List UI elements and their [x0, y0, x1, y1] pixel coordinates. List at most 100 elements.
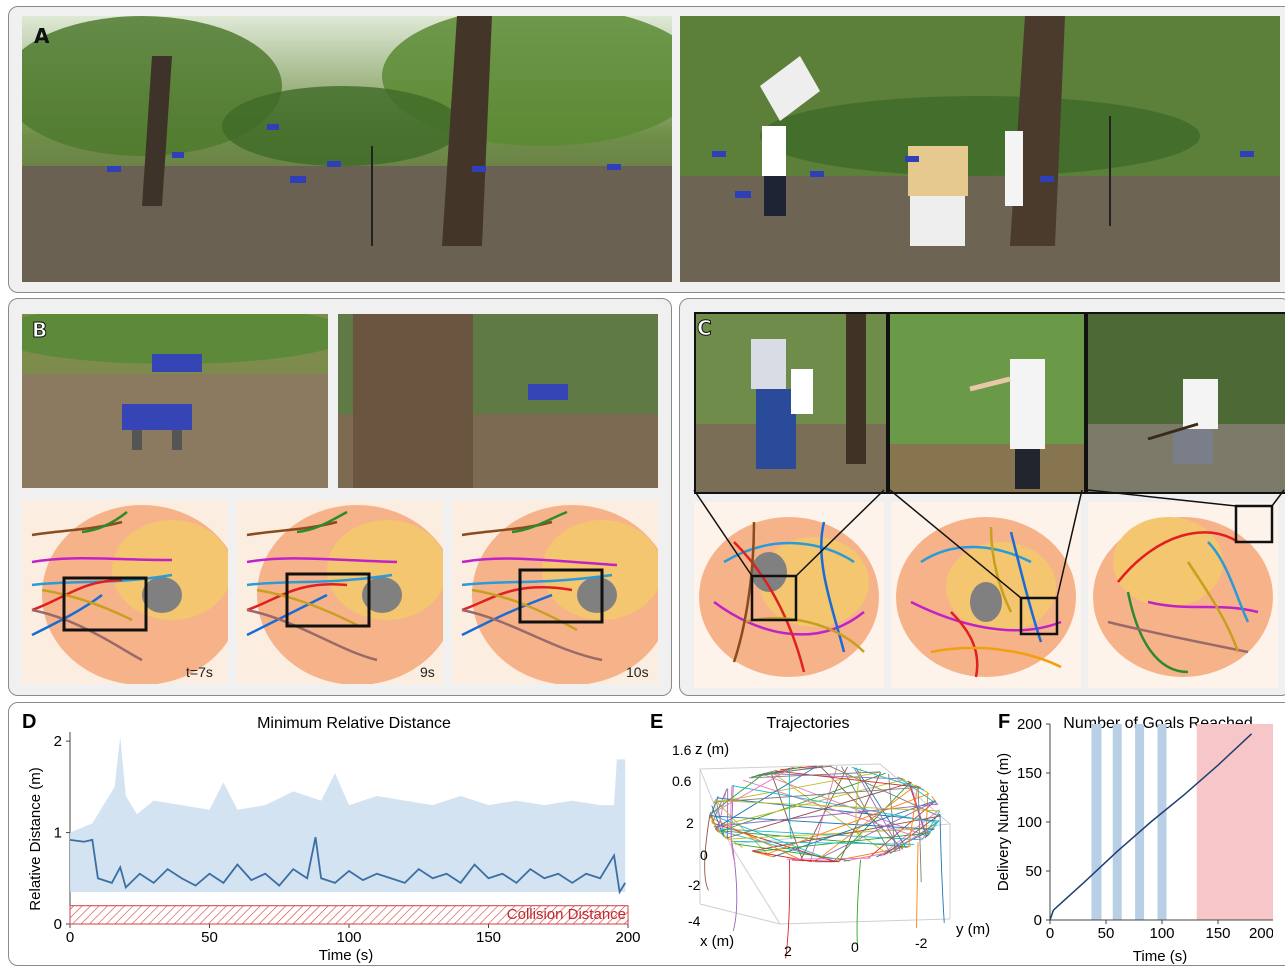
trajectory-descent — [730, 785, 736, 864]
x-tick-label: 150 — [1205, 925, 1230, 942]
trajectory-segment — [711, 805, 725, 837]
trajectory-segment — [715, 765, 818, 829]
x-tick-2: -2 — [688, 877, 701, 893]
trajectory-segment — [897, 776, 938, 805]
trajectory-segment — [709, 767, 792, 816]
blue-band — [1112, 724, 1122, 920]
trajectory-descent — [855, 768, 861, 841]
trajectory-descent — [788, 768, 792, 840]
panel-e-label: E — [650, 711, 663, 733]
x-tick-label: 200 — [615, 929, 640, 946]
red-band — [1196, 724, 1273, 920]
trajectory-segment — [718, 772, 886, 833]
time-label-3: 10s — [626, 664, 649, 680]
z-axis-label: z (m) — [695, 741, 729, 758]
photo-obstacle-throw — [680, 16, 1280, 282]
photo-person-cage — [694, 312, 888, 494]
trajectory-segment — [879, 809, 940, 857]
trajectory-segment — [730, 785, 734, 842]
time-label-2: 9s — [420, 664, 435, 680]
blue-band — [1135, 724, 1145, 920]
trajectory-segment — [921, 810, 941, 840]
panel-c-label: C — [697, 316, 713, 341]
chart-f-ylabel: Delivery Number (m) — [995, 753, 1012, 891]
trajectory-segment — [717, 831, 743, 848]
trajectory-descent — [916, 842, 919, 928]
chart-d-ylabel: Relative Distance (m) — [27, 767, 44, 910]
z-tick-1: 0.6 — [672, 773, 692, 789]
x-tick-1: 0 — [700, 847, 708, 863]
trajectory-segment — [743, 779, 924, 840]
trajectory-descent — [704, 813, 711, 891]
trajectory-segment — [710, 815, 934, 830]
trajectory-segment — [751, 765, 824, 778]
y-axis-label: y (m) — [956, 921, 990, 938]
trajectory-segment — [812, 800, 936, 863]
y-tick-label: 150 — [1017, 765, 1042, 782]
x-tick-label: 50 — [1098, 925, 1115, 942]
photo-person-swinging — [1086, 312, 1285, 494]
trajectory-segment — [727, 827, 935, 840]
trajectory-segment — [829, 765, 941, 817]
y-tick-label: 2 — [54, 733, 62, 750]
y-tick-0: 2 — [784, 943, 792, 959]
x-tick-label: 100 — [1149, 925, 1174, 942]
distance-range-band — [70, 736, 626, 892]
panel-d-label: D — [22, 711, 36, 733]
y-tick-1: 0 — [851, 939, 859, 955]
trajectory-segment — [709, 772, 765, 815]
y-tick-label: 50 — [1025, 863, 1042, 880]
x-tick-label: 0 — [1046, 925, 1054, 942]
trajectory-segment — [792, 859, 840, 863]
y-tick-label: 200 — [1017, 716, 1042, 733]
map-c-2 — [891, 502, 1081, 688]
photo-person-pointing — [888, 312, 1086, 494]
trajectory-segment — [751, 815, 940, 852]
collision-distance-label: Collision Distance — [507, 906, 626, 923]
x-tick-label: 100 — [336, 929, 361, 946]
trajectory-segment — [764, 793, 930, 856]
x-tick-label: 50 — [201, 929, 218, 946]
trajectory-segment — [853, 767, 901, 851]
chart-e-title: Trajectories — [767, 715, 850, 732]
z-tick-0: 1.6 — [672, 742, 692, 758]
min-distance-line — [69, 836, 626, 895]
trajectory-segment — [730, 840, 915, 845]
blue-band — [1091, 724, 1102, 920]
map-c-1 — [694, 502, 884, 688]
y-tick-label: 0 — [54, 916, 62, 933]
panel-f-label: F — [998, 711, 1010, 733]
trajectory-descent — [785, 859, 791, 959]
goals-reached-line — [1049, 733, 1253, 921]
trajectory-segment — [839, 771, 882, 862]
trajectory-descent — [917, 785, 922, 883]
trajectory-segment — [713, 803, 938, 827]
collision-band — [69, 905, 629, 925]
map-c-3 — [1088, 502, 1278, 688]
map-b-3 — [452, 500, 658, 684]
trajectory-segment — [716, 830, 909, 848]
panel-b-label: B — [31, 318, 48, 343]
photo-forest-swarm — [22, 16, 672, 282]
trajectory-segment — [754, 832, 931, 853]
x-tick-0: 2 — [686, 815, 694, 831]
trajectory-segment — [774, 770, 921, 788]
chart-f-xlabel: Time (s) — [1133, 948, 1187, 965]
map-b-2 — [237, 500, 443, 684]
trajectory-segment — [908, 785, 919, 847]
blue-band — [1157, 724, 1167, 920]
panel-a-label: A — [34, 24, 50, 48]
chart-goals-reached: F Number of Goals Reached Delivery Numbe… — [995, 711, 1273, 965]
x-tick-3: -4 — [688, 913, 701, 929]
chart-d-title: Minimum Relative Distance — [257, 715, 451, 732]
photo-robots-crossing — [22, 314, 328, 488]
trajectory-segment — [734, 843, 851, 862]
trajectory-segment — [714, 779, 906, 828]
trajectory-segment — [763, 772, 904, 780]
y-tick-2: -2 — [915, 935, 928, 951]
trajectory-segment — [751, 766, 802, 778]
map-b-1 — [22, 500, 228, 684]
trajectory-segment — [907, 780, 927, 837]
x-tick-label: 200 — [1249, 925, 1273, 942]
trajectory-segment — [786, 857, 870, 860]
